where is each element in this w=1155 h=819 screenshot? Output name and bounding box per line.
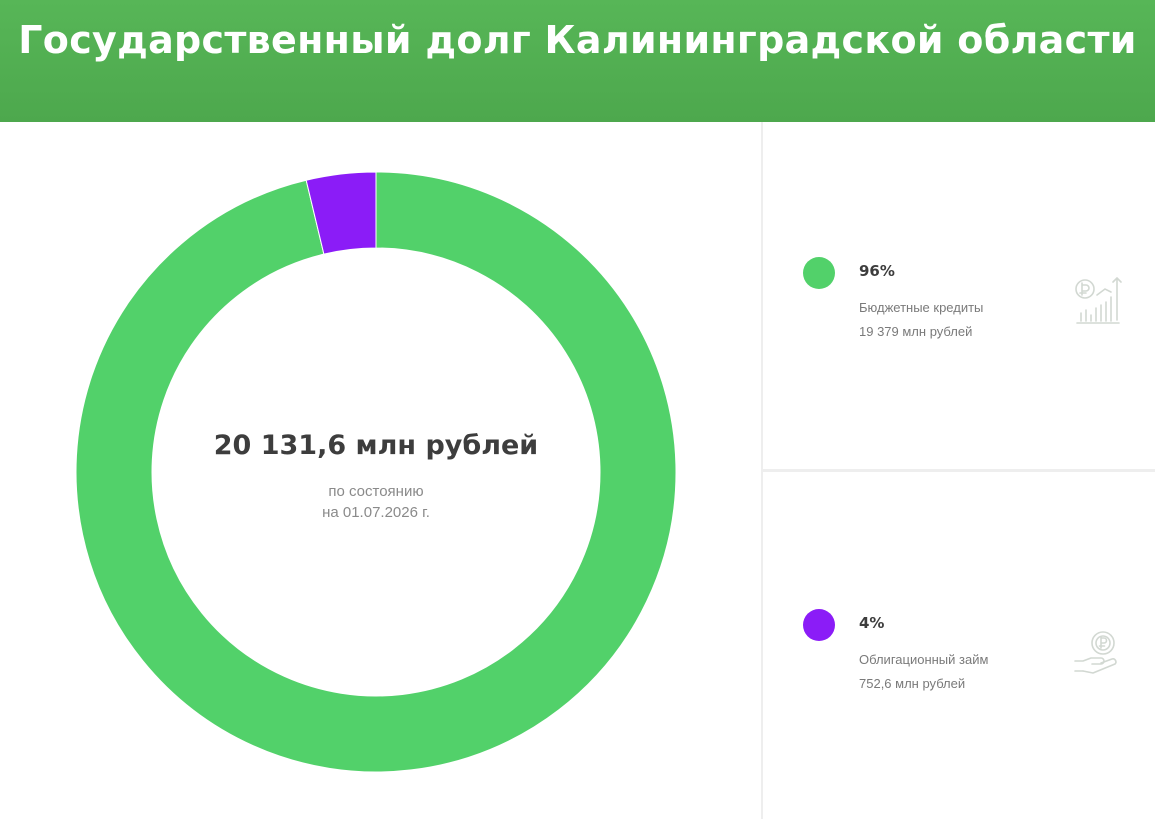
legend-swatch [803,609,835,641]
legend-item-bond-loan: 4% Облигационный займ 752,6 млн рублей [803,609,1143,699]
header-bar: Государственный долг Калининградской обл… [0,0,1155,122]
legend-value: 752,6 млн рублей [859,676,966,691]
donut-slice-bond-loan [305,172,377,255]
legend-item-budget-credits: 96% Бюджетные кредиты 19 379 млн рублей [803,257,1143,347]
horizontal-divider [763,469,1155,472]
donut-slice-budget-credits [76,172,676,772]
legend-value: 19 379 млн рублей [859,324,973,339]
donut-chart [76,172,676,772]
coin-growth-chart-icon [1075,276,1122,324]
legend-label: Бюджетные кредиты [859,300,984,315]
donut-chart-svg [76,172,676,772]
chart-total-label: 20 131,6 млн рублей [213,430,539,461]
chart-date-line2: на 01.07.2026 г. [322,504,430,521]
legend-percent: 4% [859,614,885,632]
hand-coin-icon [1074,631,1117,674]
vertical-divider [761,122,763,819]
chart-date-note: по состоянию на 01.07.2026 г. [76,481,676,523]
legend-percent: 96% [859,262,895,280]
legend-label: Облигационный займ [859,652,989,667]
legend-swatch [803,257,835,289]
chart-date-line1: по состоянию [328,483,424,500]
page-title: Государственный долг Калининградской обл… [18,18,1137,62]
